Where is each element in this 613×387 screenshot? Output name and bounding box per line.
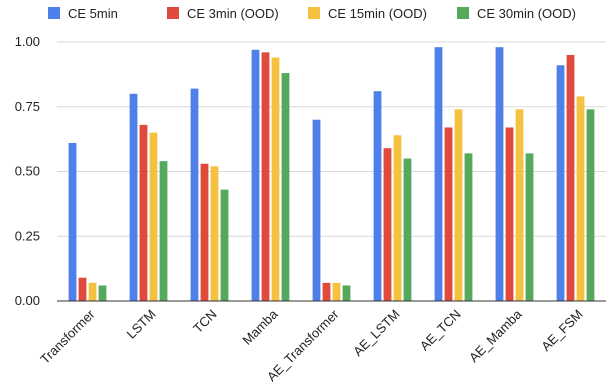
bar-tcn-series-3 [211,166,219,301]
bar-ae-lstm-series-2 [384,148,392,301]
bars [69,47,595,301]
bar-lstm-series-2 [140,125,148,301]
y-axis-ticks: 0.00 0.25 0.50 0.75 1.00 [15,34,40,308]
bar-transformer-series-1 [69,143,77,301]
bar-ae-mamba-series-2 [506,127,514,301]
bar-tcn-series-2 [201,164,209,301]
legend-label-3: CE 15min (OOD) [328,6,427,21]
bar-ae-fsm-series-3 [577,96,585,301]
bar-ae-transformer-series-4 [343,285,351,301]
bar-mamba-series-1 [252,50,260,301]
y-tick-label: 0.75 [15,99,40,114]
bar-ae-transformer-series-2 [323,283,331,301]
legend: CE 5min CE 3min (OOD) CE 15min (OOD) CE 30m… [48,6,576,21]
bar-ae-transformer-series-1 [313,120,321,301]
bar-ae-mamba-series-3 [516,109,524,301]
x-tick-label-mamba: Mamba [239,306,281,348]
bar-ae-tcn-series-4 [465,153,473,301]
x-tick-label-ae-mamba: AE_Mamba [466,306,525,365]
bar-lstm-series-3 [150,133,158,301]
y-tick-label: 0.50 [15,164,40,179]
x-tick-label-transformer: Transformer [37,306,98,367]
bar-tcn-series-4 [221,190,229,301]
y-tick-label: 1.00 [15,34,40,49]
gridlines [57,42,606,236]
bar-ae-tcn-series-2 [445,127,453,301]
bar-ae-lstm-series-1 [374,91,382,301]
x-tick-label-ae-lstm: AE_LSTM [350,307,403,360]
bar-mamba-series-2 [262,52,270,301]
bar-ae-transformer-series-3 [333,283,341,301]
legend-label-1: CE 5min [68,6,118,21]
bar-lstm-series-1 [130,94,138,301]
bar-transformer-series-4 [99,285,107,301]
legend-label-4: CE 30min (OOD) [477,6,576,21]
legend-label-2: CE 3min (OOD) [187,6,279,21]
bar-ae-lstm-series-4 [404,159,412,301]
bar-transformer-series-3 [89,283,97,301]
y-tick-label: 0.00 [15,293,40,308]
bar-mamba-series-3 [272,58,280,301]
bar-lstm-series-4 [160,161,168,301]
legend-swatch-2 [167,7,179,19]
x-tick-label-lstm: LSTM [123,307,158,342]
bar-ae-fsm-series-2 [567,55,575,301]
bar-ae-mamba-series-4 [526,153,534,301]
x-tick-label-ae-tcn: AE_TCN [417,307,464,354]
bar-ae-lstm-series-3 [394,135,402,301]
legend-swatch-4 [457,7,469,19]
bar-tcn-series-1 [191,89,199,301]
bar-ae-tcn-series-1 [435,47,443,301]
legend-swatch-1 [48,7,60,19]
x-tick-label-ae-fsm: AE_FSM [538,307,585,354]
legend-swatch-3 [308,7,320,19]
bar-mamba-series-4 [282,73,290,301]
bar-ae-fsm-series-1 [557,65,565,301]
x-tick-label-tcn: TCN [190,307,219,336]
bar-transformer-series-2 [79,278,87,301]
bar-ae-fsm-series-4 [587,109,595,301]
y-tick-label: 0.25 [15,228,40,243]
bar-ae-tcn-series-3 [455,109,463,301]
bar-ae-mamba-series-1 [496,47,504,301]
